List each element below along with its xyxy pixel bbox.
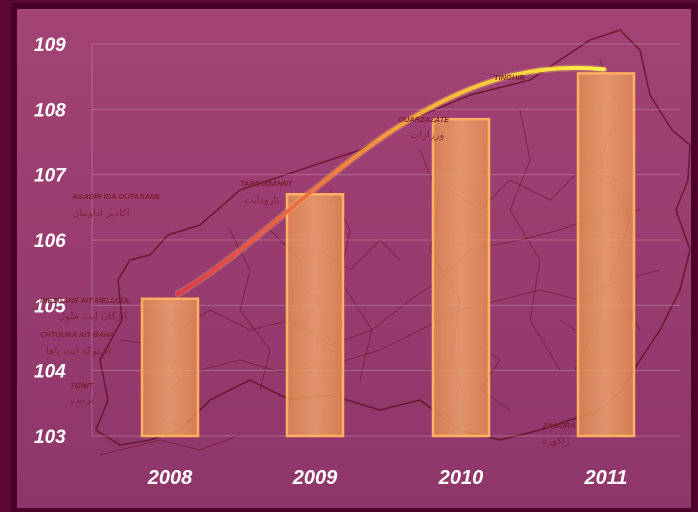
map-label-tiznit: TIZNIT (70, 381, 95, 390)
trend-line (176, 65, 606, 296)
map-label-chtouka: CHTOUKA AIT BAHA (40, 330, 115, 339)
map-label-tiznit-sub: تزنيت (70, 395, 94, 406)
y-tick-label-107: 107 (34, 166, 67, 187)
bar-2009 (285, 193, 345, 438)
bar-2011 (576, 72, 636, 438)
map-label-zagora-sub: زاكورة (542, 436, 570, 447)
map-label-ouarzazate-sub: ورزازات (410, 130, 444, 141)
map-label-agadir: AGADIR IDA OUTANANE (71, 192, 161, 201)
map-label-inezgane: INEZGANE AIT MELLOUL (40, 296, 131, 305)
y-tick-label-109: 109 (34, 35, 66, 56)
x-tick-label-2009: 2009 (292, 467, 338, 489)
map-label-inezgane-sub: انزكان ايت ملول (58, 311, 127, 322)
map-label-tinghir: TINGHIR (494, 73, 525, 82)
chart-frame (11, 3, 697, 512)
map-label-agadir-sub: اكادير اداوتنان (72, 208, 130, 219)
bar-2008 (140, 297, 200, 438)
map-labels: AGADIR IDA OUTANANE اكادير اداوتنان TARO… (40, 73, 576, 447)
x-tick-label-2010: 2010 (438, 467, 484, 489)
y-tick-label-108: 108 (34, 100, 66, 121)
trend (174, 64, 608, 298)
bar-2010 (431, 117, 491, 438)
x-tick-label-2008: 2008 (147, 467, 193, 489)
map-label-ouarzazate: OUARZAZATE (398, 115, 450, 124)
y-axis-ticks: 103 104 105 106 107 108 109 (34, 35, 67, 448)
map-label-taroudannt-sub: تارودانت (244, 195, 280, 206)
y-tick-label-105: 105 (34, 296, 66, 317)
map-label-chtouka-sub: اشتوكة ايت باها (46, 346, 111, 357)
x-axis-ticks: 2008 2009 2010 2011 (147, 467, 628, 489)
y-tick-label-103: 103 (34, 427, 66, 448)
bars (140, 72, 636, 438)
map-label-zagora: ZAGORA (542, 421, 576, 430)
y-tick-label-104: 104 (34, 362, 66, 383)
y-tick-label-106: 106 (34, 231, 66, 252)
map-label-taroudannt: TAROUDANNT (240, 179, 294, 188)
x-tick-label-2011: 2011 (583, 467, 627, 489)
